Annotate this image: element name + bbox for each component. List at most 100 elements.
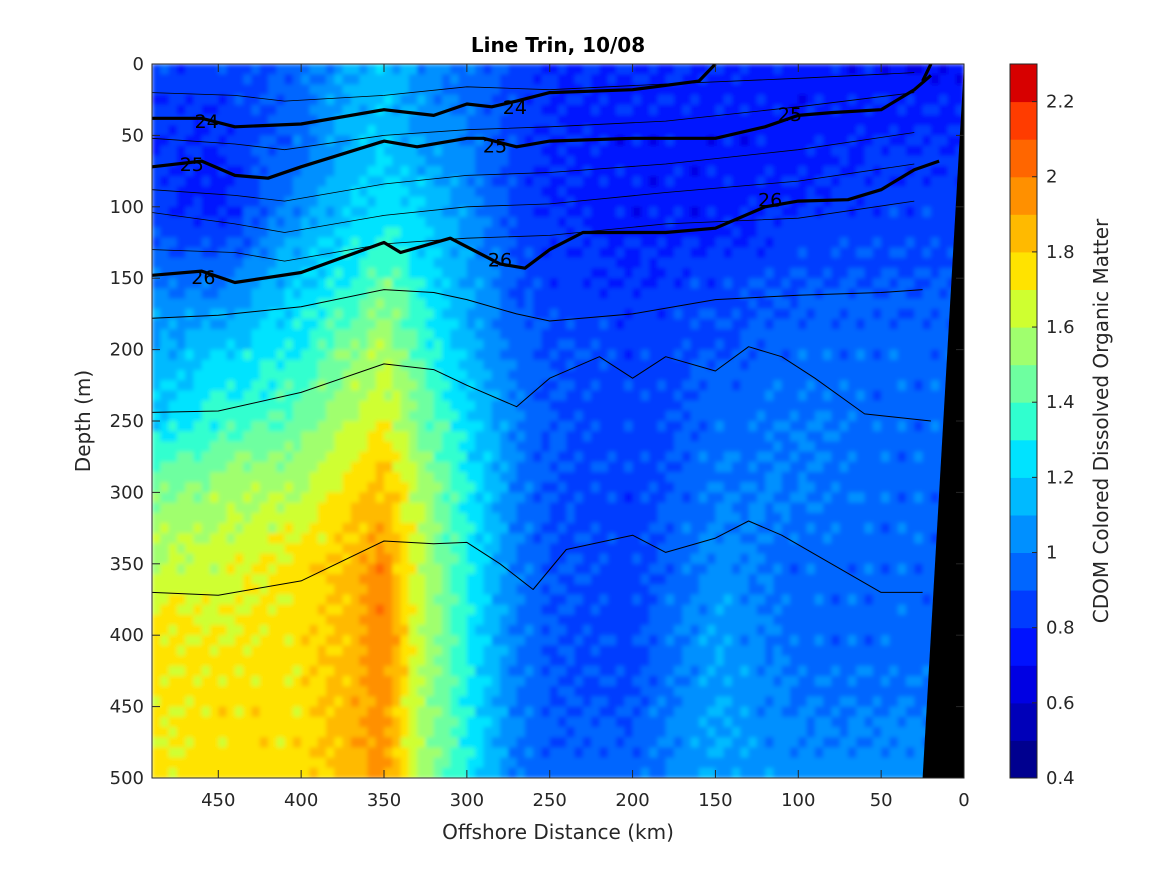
heatmap-cell — [408, 359, 418, 371]
heatmap-cell — [682, 421, 692, 432]
heatmap-cell — [292, 74, 302, 85]
heatmap-cell — [359, 523, 369, 534]
heatmap-cell — [640, 563, 650, 575]
heatmap-cell — [524, 104, 534, 116]
heatmap-cell — [408, 482, 418, 493]
heatmap-cell — [881, 359, 891, 371]
heatmap-cell — [466, 563, 476, 575]
heatmap-cell — [466, 308, 476, 320]
heatmap-cell — [185, 217, 195, 228]
heatmap-cell — [607, 472, 617, 483]
heatmap-cell — [251, 339, 261, 351]
heatmap-cell — [284, 329, 294, 340]
heatmap-cell — [831, 257, 841, 269]
heatmap-cell — [906, 482, 915, 493]
heatmap-cell — [574, 431, 584, 442]
heatmap-cell — [657, 349, 667, 361]
heatmap-cell — [781, 135, 791, 147]
heatmap-cell — [301, 502, 311, 514]
heatmap-cell — [698, 308, 708, 320]
heatmap-cell — [756, 512, 766, 524]
heatmap-cell — [400, 380, 410, 391]
heatmap-cell — [690, 257, 700, 269]
heatmap-cell — [897, 502, 907, 514]
heatmap-cell — [599, 74, 609, 85]
heatmap-cell — [359, 135, 369, 147]
heatmap-cell — [375, 574, 385, 585]
heatmap-cell — [599, 176, 609, 187]
heatmap-cell — [450, 298, 460, 310]
heatmap-cell — [160, 145, 170, 157]
heatmap-cell — [599, 563, 609, 575]
heatmap-cell — [491, 410, 501, 422]
heatmap-cell — [707, 492, 717, 504]
heatmap-cell — [881, 339, 891, 351]
heatmap-cell — [591, 512, 601, 524]
heatmap-cell — [400, 308, 410, 320]
heatmap-cell — [748, 298, 758, 310]
heatmap-cell — [491, 166, 501, 177]
heatmap-cell — [790, 247, 799, 259]
heatmap-cell — [790, 135, 799, 147]
heatmap-cell — [831, 472, 841, 483]
heatmap-cell — [582, 319, 592, 330]
heatmap-cell — [698, 186, 708, 198]
heatmap-cell — [566, 288, 576, 300]
heatmap-cell — [384, 308, 393, 320]
heatmap-cell — [276, 329, 286, 340]
heatmap-cell — [872, 533, 882, 544]
heatmap-cell — [599, 349, 609, 361]
heatmap-cell — [152, 217, 161, 228]
heatmap-cell — [508, 115, 518, 126]
heatmap-cell — [160, 115, 170, 126]
heatmap-cell — [723, 145, 733, 157]
heatmap-cell — [930, 390, 940, 402]
heatmap-cell — [823, 247, 833, 259]
heatmap-cell — [765, 298, 775, 310]
heatmap-cell — [897, 421, 907, 432]
heatmap-cell — [168, 104, 178, 116]
heatmap-cell — [500, 298, 509, 310]
heatmap-cell — [268, 135, 277, 147]
heatmap-cell — [425, 461, 435, 473]
heatmap-cell — [657, 329, 667, 340]
heatmap-cell — [740, 104, 750, 116]
heatmap-cell — [408, 502, 418, 514]
heatmap-cell — [732, 196, 741, 208]
heatmap-cell — [657, 257, 667, 269]
heatmap-cell — [756, 410, 766, 422]
heatmap-cell — [152, 441, 161, 453]
heatmap-cell — [790, 145, 799, 157]
heatmap-cell — [549, 472, 559, 483]
heatmap-cell — [773, 380, 783, 391]
heatmap-cell — [616, 370, 625, 381]
heatmap-cell — [417, 329, 427, 340]
heatmap-cell — [243, 410, 253, 422]
heatmap-cell — [773, 288, 783, 300]
heatmap-cell — [375, 257, 385, 269]
heatmap-cell — [682, 206, 692, 218]
heatmap-cell — [582, 563, 592, 575]
heatmap-cell — [334, 421, 344, 432]
heatmap-cell — [392, 461, 402, 473]
heatmap-cell — [417, 502, 427, 514]
heatmap-cell — [591, 482, 601, 493]
heatmap-cell — [732, 441, 741, 453]
heatmap-cell — [682, 543, 692, 555]
heatmap-cell — [848, 502, 857, 514]
heatmap-cell — [392, 400, 402, 412]
heatmap-cell — [309, 145, 319, 157]
heatmap-cell — [756, 64, 766, 75]
heatmap-cell — [839, 410, 849, 422]
heatmap-cell — [458, 206, 468, 218]
heatmap-cell — [392, 563, 402, 575]
heatmap-cell — [732, 268, 741, 279]
heatmap-cell — [359, 472, 369, 483]
heatmap-cell — [823, 461, 833, 473]
heatmap-cell — [350, 533, 360, 544]
heatmap-cell — [359, 166, 369, 177]
heatmap-cell — [210, 512, 219, 524]
heatmap-cell — [176, 349, 186, 361]
heatmap-cell — [442, 431, 451, 442]
heatmap-cell — [765, 461, 775, 473]
